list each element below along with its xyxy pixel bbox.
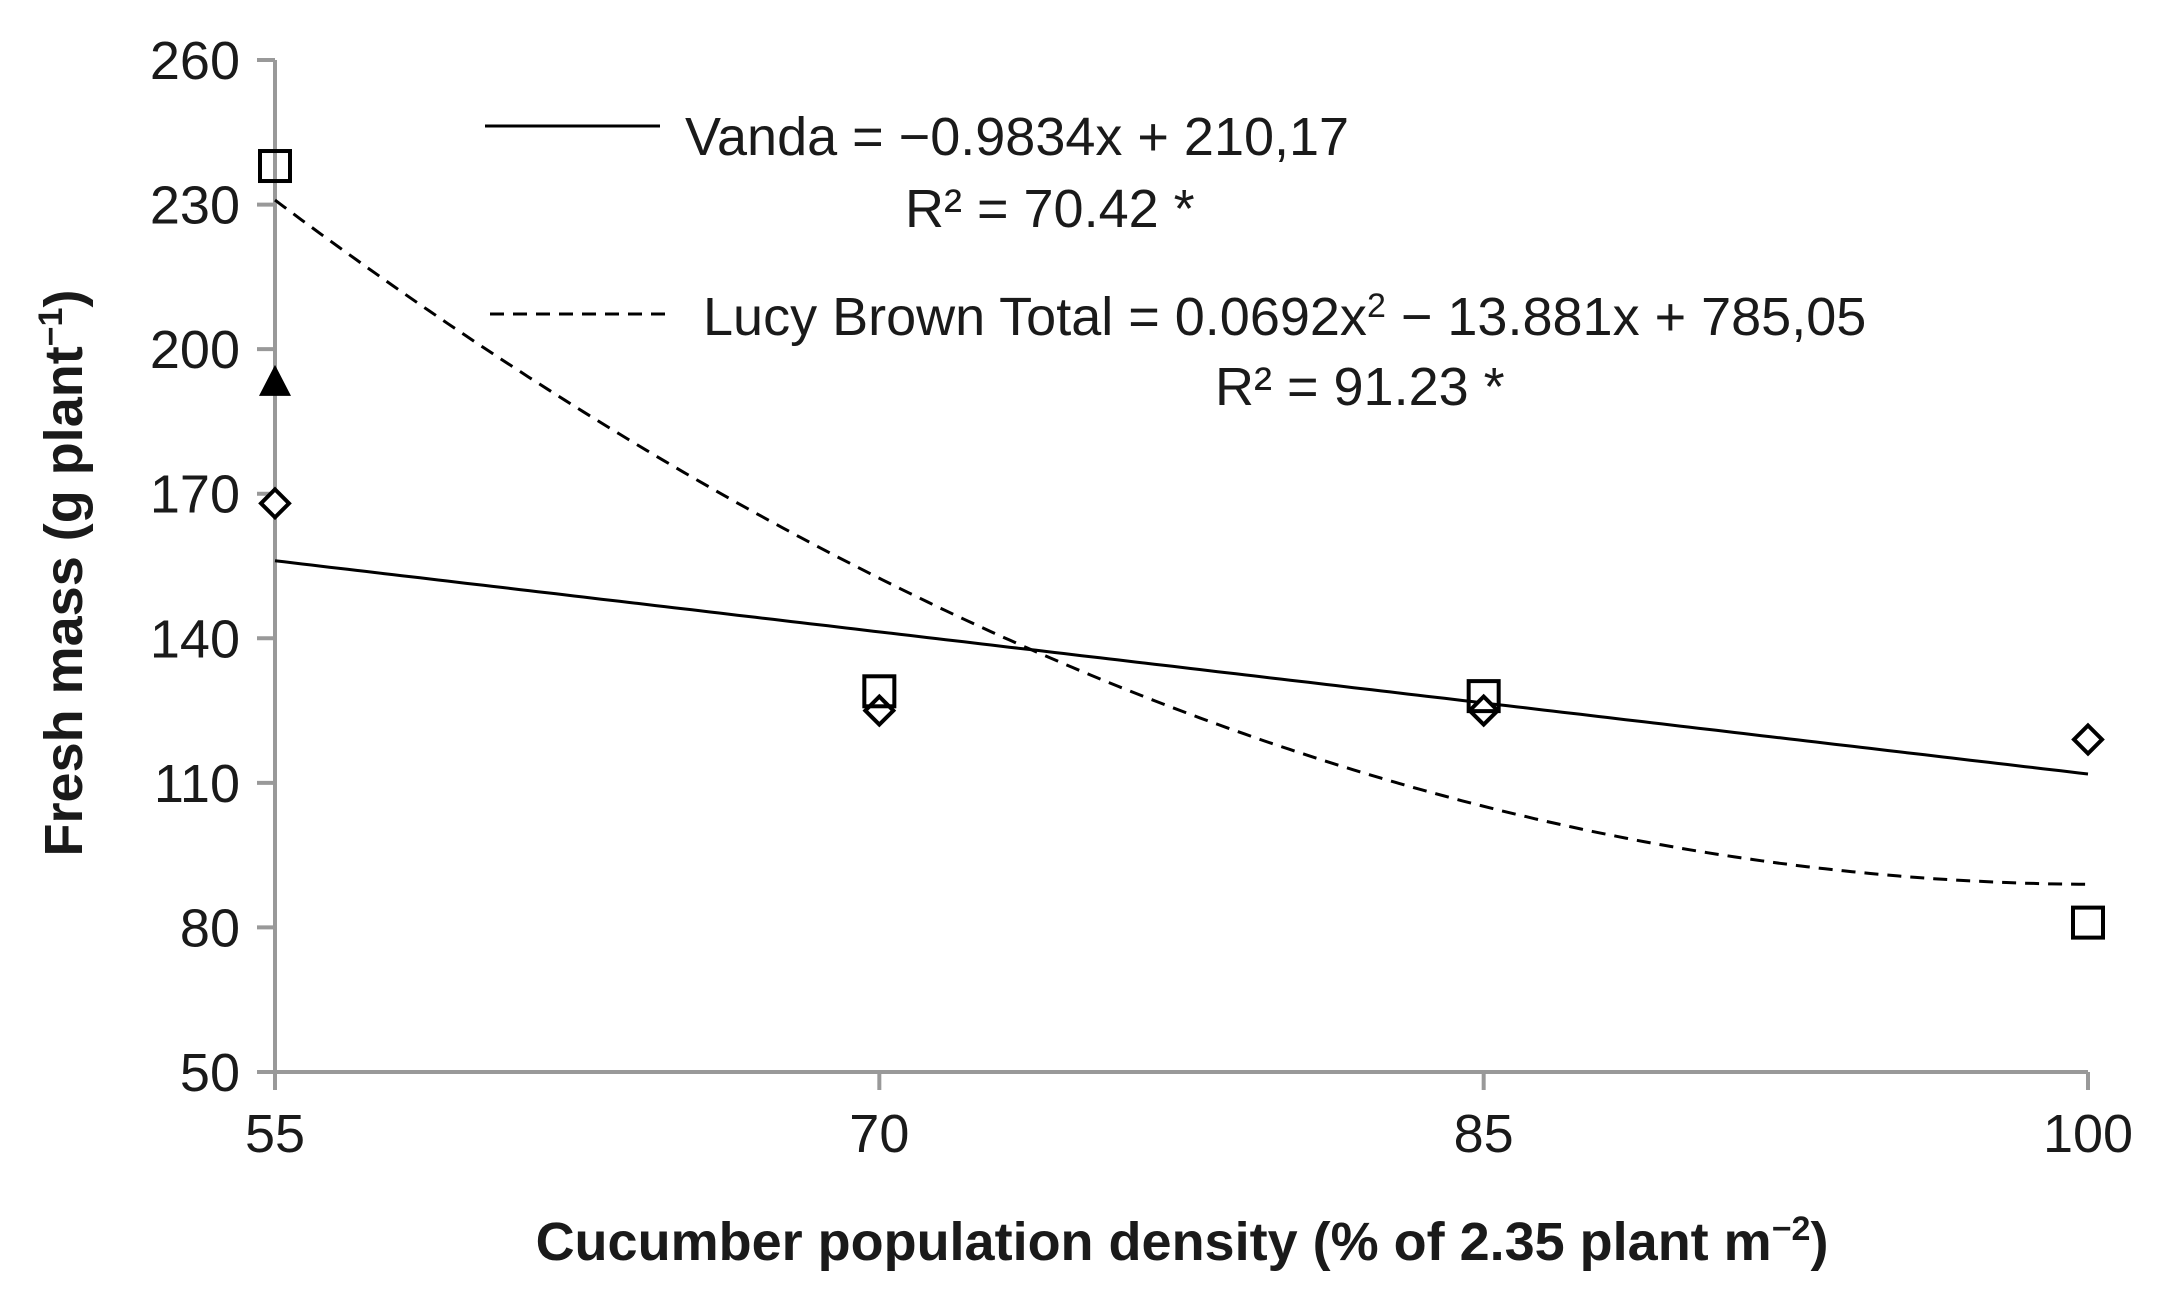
x-tick-label: 55 [245, 1104, 305, 1164]
trendline-vanda [274, 559, 2089, 776]
legend-vanda-equation: Vanda = −0.9834x + 210,17 [685, 107, 1349, 167]
y-tick-label: 230 [150, 176, 240, 236]
trendlines [274, 198, 2089, 886]
point-square [258, 149, 292, 184]
x-axis-title: Cucumber population density (% of 2.35 p… [536, 1210, 1829, 1272]
y-tick-label: 110 [154, 754, 240, 814]
x-tick-label: 70 [849, 1104, 909, 1164]
data-points [258, 149, 2105, 940]
x-axis-title-sup: −2 [1772, 1210, 1811, 1248]
y-tick-label: 200 [150, 320, 240, 380]
point-diamond [258, 486, 292, 521]
x-tick-label: 100 [2043, 1104, 2133, 1164]
legend: Vanda = −0.9834x + 210,17 R² = 70.42 * L… [485, 107, 1866, 417]
legend-vanda-r2: R² = 70.42 * [905, 179, 1195, 239]
y-axis-title: Fresh mass (g plant−1) [32, 290, 94, 857]
legend-lucy-eq-sup: 2 [1367, 287, 1386, 325]
y-tick-label: 260 [150, 31, 240, 91]
y-axis-title-main: Fresh mass (g plant [34, 346, 94, 856]
y-tick-label: 140 [150, 609, 240, 669]
point-square [862, 674, 897, 709]
y-axis-title-end: ) [34, 290, 94, 308]
point-square [2071, 905, 2105, 940]
legend-lucy-brown-r2: R² = 91.23 * [1215, 357, 1505, 417]
point-diamond [862, 693, 897, 728]
y-axis-title-sup: −1 [32, 308, 70, 347]
x-axis-title-end: ) [1810, 1212, 1828, 1272]
tick-labels: 50 80 110 140 170 200 230 260 55 70 85 100 [150, 31, 2133, 1164]
axes [257, 58, 2090, 1090]
legend-lucy-eq-suffix: − 13.881x + 785,05 [1386, 287, 1866, 347]
point-triangle [259, 364, 291, 396]
y-tick-label: 170 [150, 465, 240, 525]
x-tick-label: 85 [1454, 1104, 1514, 1164]
point-square [1466, 679, 1501, 714]
legend-lucy-eq-prefix: Lucy Brown Total = 0.0692x [703, 287, 1367, 347]
y-tick-label: 50 [180, 1043, 240, 1103]
legend-lucy-brown-equation: Lucy Brown Total = 0.0692x2 − 13.881x + … [703, 287, 1866, 347]
x-axis-title-main: Cucumber population density (% of 2.35 p… [536, 1212, 1772, 1272]
y-tick-label: 80 [180, 898, 240, 958]
point-diamond [2071, 722, 2105, 757]
trendline-lucy-brown-total [274, 198, 2089, 886]
